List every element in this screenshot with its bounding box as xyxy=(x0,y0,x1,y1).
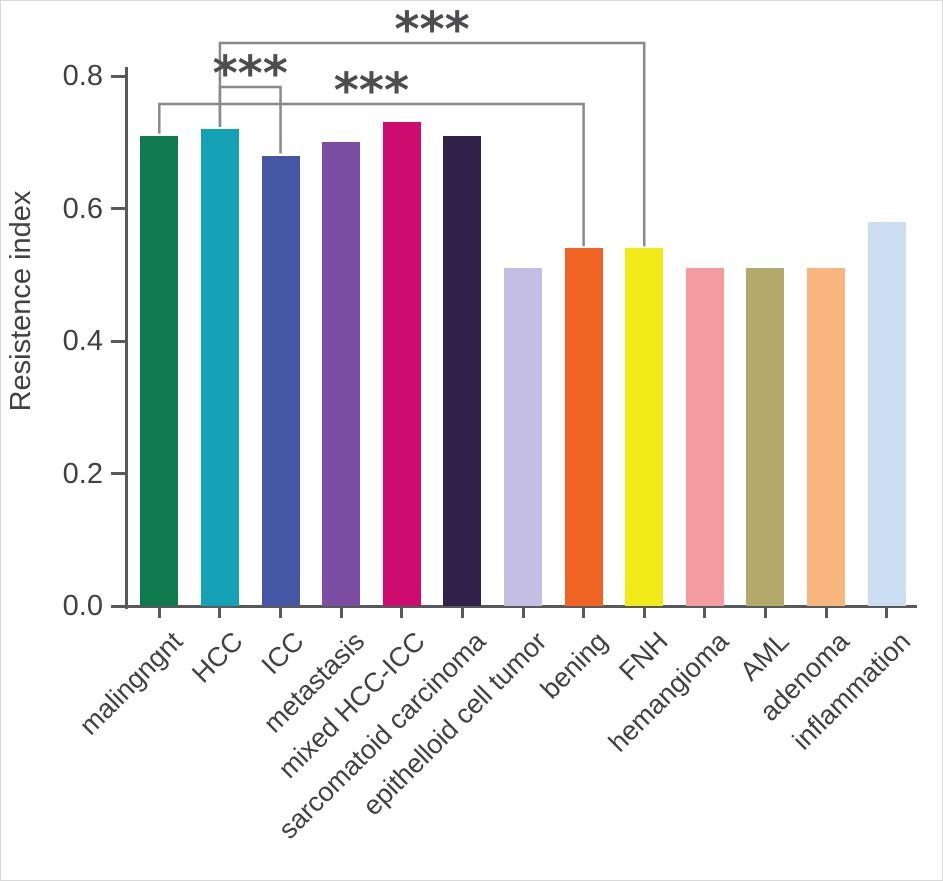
x-axis-tick xyxy=(460,608,464,618)
bar-bening xyxy=(564,248,603,606)
x-axis-tick xyxy=(885,608,889,618)
x-axis-label: HCC xyxy=(186,626,250,689)
bar-sarcomatoid-carcinoma xyxy=(443,135,482,606)
y-axis-tick xyxy=(111,207,126,210)
x-axis-tick xyxy=(703,608,707,618)
x-axis-tick xyxy=(339,608,343,618)
x-axis-tick xyxy=(521,608,525,618)
bar-hcc xyxy=(200,129,239,606)
bar-mixed-hcc-icc xyxy=(382,122,421,606)
x-axis-tick xyxy=(400,608,404,618)
x-axis-tick xyxy=(642,608,646,618)
y-axis-tick-label: 0.2 xyxy=(62,457,103,490)
significance-stars: *** xyxy=(213,46,288,102)
bar-icc xyxy=(261,155,300,606)
bar-inflammation xyxy=(867,221,906,606)
x-axis-tick xyxy=(582,608,586,618)
y-axis-tick xyxy=(111,74,126,78)
x-axis-label: bening xyxy=(534,626,613,705)
bar-hemangioma xyxy=(685,268,724,606)
x-axis-tick xyxy=(157,608,161,618)
y-axis-tick-label: 0.6 xyxy=(62,192,103,225)
x-axis-tick xyxy=(279,608,283,618)
y-axis-tick-label: 0.8 xyxy=(62,60,103,92)
bar-aml xyxy=(746,268,785,606)
bar-malingngnt xyxy=(140,135,179,606)
x-axis-tick xyxy=(218,608,222,618)
y-axis-tick-label: 0.4 xyxy=(62,325,103,357)
bar-epithelloid-cell-tumor xyxy=(504,268,542,606)
significance-stars: *** xyxy=(394,2,469,58)
y-axis-tick xyxy=(111,472,126,475)
bar-adenoma xyxy=(807,268,846,606)
x-axis-label: malingngnt xyxy=(73,626,189,741)
y-axis-tick xyxy=(111,339,126,343)
significance-stars: *** xyxy=(334,63,409,119)
x-axis-tick xyxy=(763,608,767,618)
y-axis-tick xyxy=(111,604,126,608)
y-axis-tick-label: 0.0 xyxy=(62,590,103,622)
x-axis-line xyxy=(123,605,917,608)
bar-fnh xyxy=(625,248,664,606)
x-axis-tick xyxy=(824,608,828,618)
bar-metastasis xyxy=(322,142,361,606)
y-axis-line xyxy=(125,67,128,609)
